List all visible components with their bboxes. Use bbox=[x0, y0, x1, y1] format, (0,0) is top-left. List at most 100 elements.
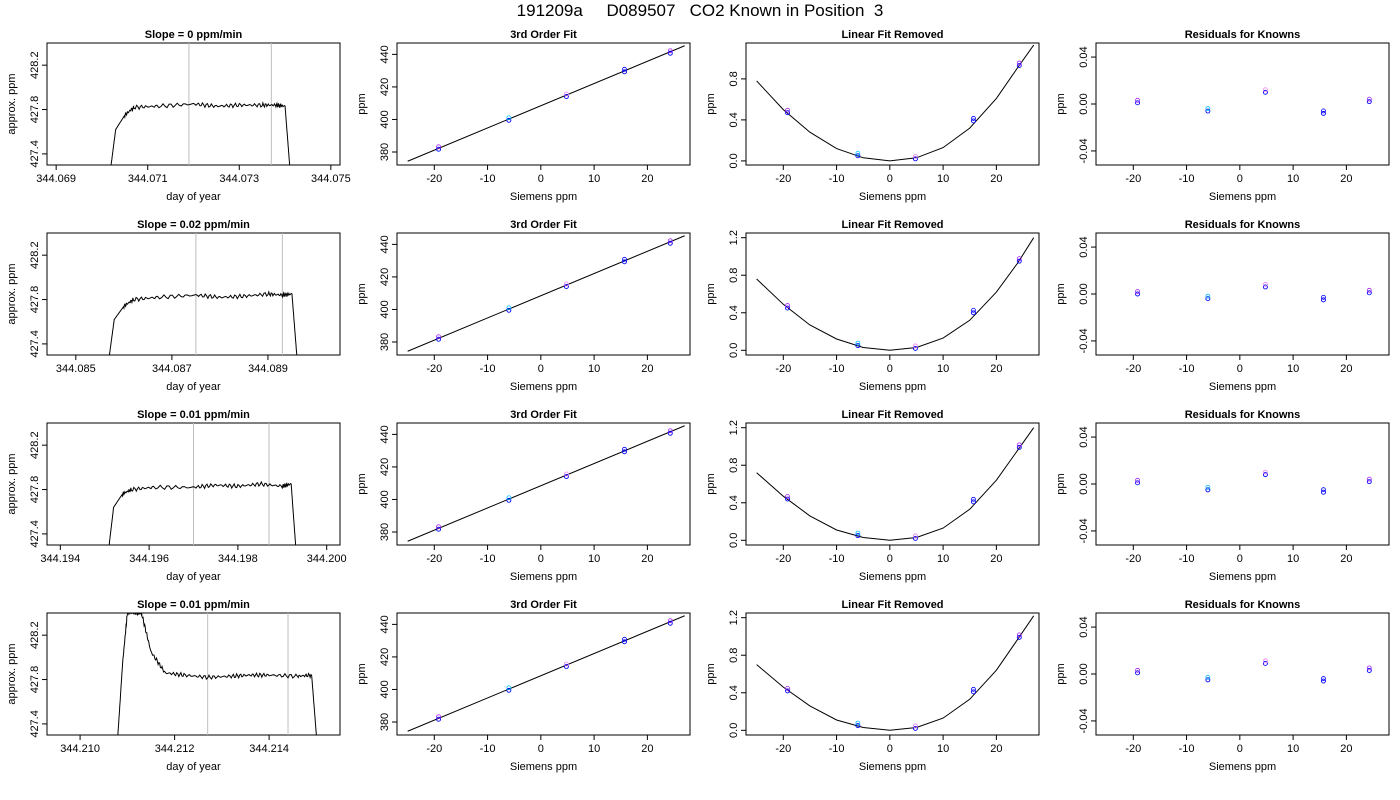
data-point-repeat bbox=[667, 428, 673, 434]
panel-13: Slope = 0.01 ppm/min 344.210 344.212 344.21… bbox=[6, 599, 341, 773]
x-tick-label: -20 bbox=[426, 363, 442, 375]
y-tick-label: 440 bbox=[379, 615, 391, 633]
x-tick-label: -20 bbox=[426, 743, 442, 755]
trace-line bbox=[110, 101, 291, 165]
data-point-repeat bbox=[1321, 108, 1326, 114]
data-point bbox=[622, 449, 627, 455]
x-tick-label: 0 bbox=[1237, 173, 1243, 185]
y-axis-label: ppm bbox=[1055, 93, 1067, 114]
y-tick-label: 380 bbox=[379, 333, 391, 351]
data-point-repeat bbox=[785, 107, 790, 113]
x-axis-label: Siemens ppm bbox=[510, 761, 577, 773]
y-tick-label: -0.04 bbox=[1078, 328, 1090, 353]
x-tick-label: 20 bbox=[990, 743, 1002, 755]
y-tick-label: 427.4 bbox=[29, 330, 41, 358]
plot-area bbox=[407, 615, 685, 732]
y-axis-label: ppm bbox=[356, 283, 368, 304]
x-tick-label: -20 bbox=[1125, 363, 1141, 375]
panel-5: Slope = 0.02 ppm/min 344.085 344.087 344.08… bbox=[6, 219, 341, 393]
data-point bbox=[1016, 63, 1022, 69]
data-point bbox=[1135, 100, 1141, 106]
data-point bbox=[563, 664, 569, 669]
y-axis-label: ppm bbox=[1055, 283, 1067, 304]
data-point bbox=[1205, 677, 1211, 683]
x-tick-label: 10 bbox=[588, 363, 600, 375]
data-point-repeat bbox=[855, 150, 861, 156]
data-point-repeat bbox=[1366, 476, 1372, 482]
y-tick-label: 0.04 bbox=[1078, 426, 1090, 447]
data-point bbox=[563, 94, 569, 99]
panel-title: 3rd Order Fit bbox=[510, 219, 577, 231]
y-tick-label: 427.8 bbox=[29, 666, 41, 694]
x-tick-label: -10 bbox=[480, 553, 496, 565]
x-tick-label: -10 bbox=[829, 743, 845, 755]
data-point-repeat bbox=[622, 636, 627, 642]
data-point bbox=[506, 497, 512, 503]
y-axis-label: ppm bbox=[356, 473, 368, 494]
plot-area bbox=[110, 43, 291, 165]
x-axis-label: Siemens ppm bbox=[1209, 761, 1276, 773]
panel-title: Residuals for Knowns bbox=[1185, 599, 1301, 611]
y-tick-label: 0.0 bbox=[728, 533, 740, 548]
data-point bbox=[855, 153, 861, 159]
plot-area bbox=[1135, 282, 1372, 303]
x-tick-label: 20 bbox=[641, 173, 653, 185]
data-point bbox=[785, 496, 791, 502]
panel-14: 3rd Order Fit -20 -10 0 10 20 380 400 420 440 Siem… bbox=[356, 599, 691, 773]
data-point-repeat bbox=[1016, 60, 1022, 66]
y-tick-label: 0.8 bbox=[728, 71, 740, 86]
data-point bbox=[1016, 258, 1022, 264]
y-tick-label: 380 bbox=[379, 143, 391, 161]
x-tick-label: -10 bbox=[1179, 363, 1195, 375]
y-tick-label: 420 bbox=[379, 458, 391, 476]
data-point bbox=[1016, 634, 1022, 640]
y-tick-label: 400 bbox=[379, 110, 391, 128]
plot-frame bbox=[745, 422, 1040, 546]
x-tick-label: 20 bbox=[641, 743, 653, 755]
y-tick-label: 0.0 bbox=[728, 153, 740, 168]
x-tick-label: 0 bbox=[538, 173, 544, 185]
data-point bbox=[912, 535, 918, 541]
y-tick-label: -0.04 bbox=[1078, 518, 1090, 543]
data-point bbox=[622, 69, 627, 75]
data-point bbox=[563, 474, 569, 479]
x-tick-label: 20 bbox=[990, 173, 1002, 185]
x-tick-label: 344.087 bbox=[152, 363, 192, 375]
y-tick-label: 0.4 bbox=[728, 685, 740, 700]
data-point-repeat bbox=[1263, 658, 1268, 664]
y-axis-label: ppm bbox=[1055, 663, 1067, 684]
y-tick-label: 427.4 bbox=[29, 520, 41, 548]
panel-title: 3rd Order Fit bbox=[510, 409, 577, 421]
x-tick-label: 10 bbox=[588, 743, 600, 755]
data-point-repeat bbox=[1263, 469, 1268, 475]
data-point-repeat bbox=[971, 496, 976, 502]
x-tick-label: 20 bbox=[641, 363, 653, 375]
x-tick-label: -20 bbox=[775, 553, 791, 565]
panel-12: Residuals for Knowns -20 -10 0 10 20 -0.04 0.00… bbox=[1055, 409, 1390, 583]
x-tick-label: 344.214 bbox=[249, 743, 289, 755]
y-tick-label: 1.2 bbox=[728, 230, 740, 245]
x-tick-label: 0 bbox=[887, 553, 893, 565]
data-point-repeat bbox=[913, 533, 918, 539]
x-tick-label: 0 bbox=[887, 173, 893, 185]
data-point-repeat bbox=[1321, 487, 1326, 493]
y-tick-label: 0.00 bbox=[1078, 283, 1090, 304]
x-axis-label: day of year bbox=[166, 571, 221, 583]
plot-area bbox=[407, 45, 685, 162]
panel-title: Slope = 0.01 ppm/min bbox=[137, 409, 250, 421]
data-point bbox=[785, 688, 791, 694]
x-tick-label: 10 bbox=[588, 173, 600, 185]
y-tick-label: 1.2 bbox=[728, 610, 740, 625]
data-point bbox=[971, 118, 976, 124]
y-tick-label: 428.2 bbox=[29, 241, 41, 269]
fit-curve bbox=[756, 615, 1035, 731]
x-axis-label: Siemens ppm bbox=[859, 571, 926, 583]
x-tick-label: -20 bbox=[426, 553, 442, 565]
x-tick-label: 344.198 bbox=[218, 553, 258, 565]
plot-frame bbox=[1095, 612, 1390, 736]
data-point-repeat bbox=[1366, 287, 1372, 293]
trace-line bbox=[108, 290, 298, 355]
data-point-repeat bbox=[622, 446, 627, 452]
data-point bbox=[785, 305, 791, 311]
